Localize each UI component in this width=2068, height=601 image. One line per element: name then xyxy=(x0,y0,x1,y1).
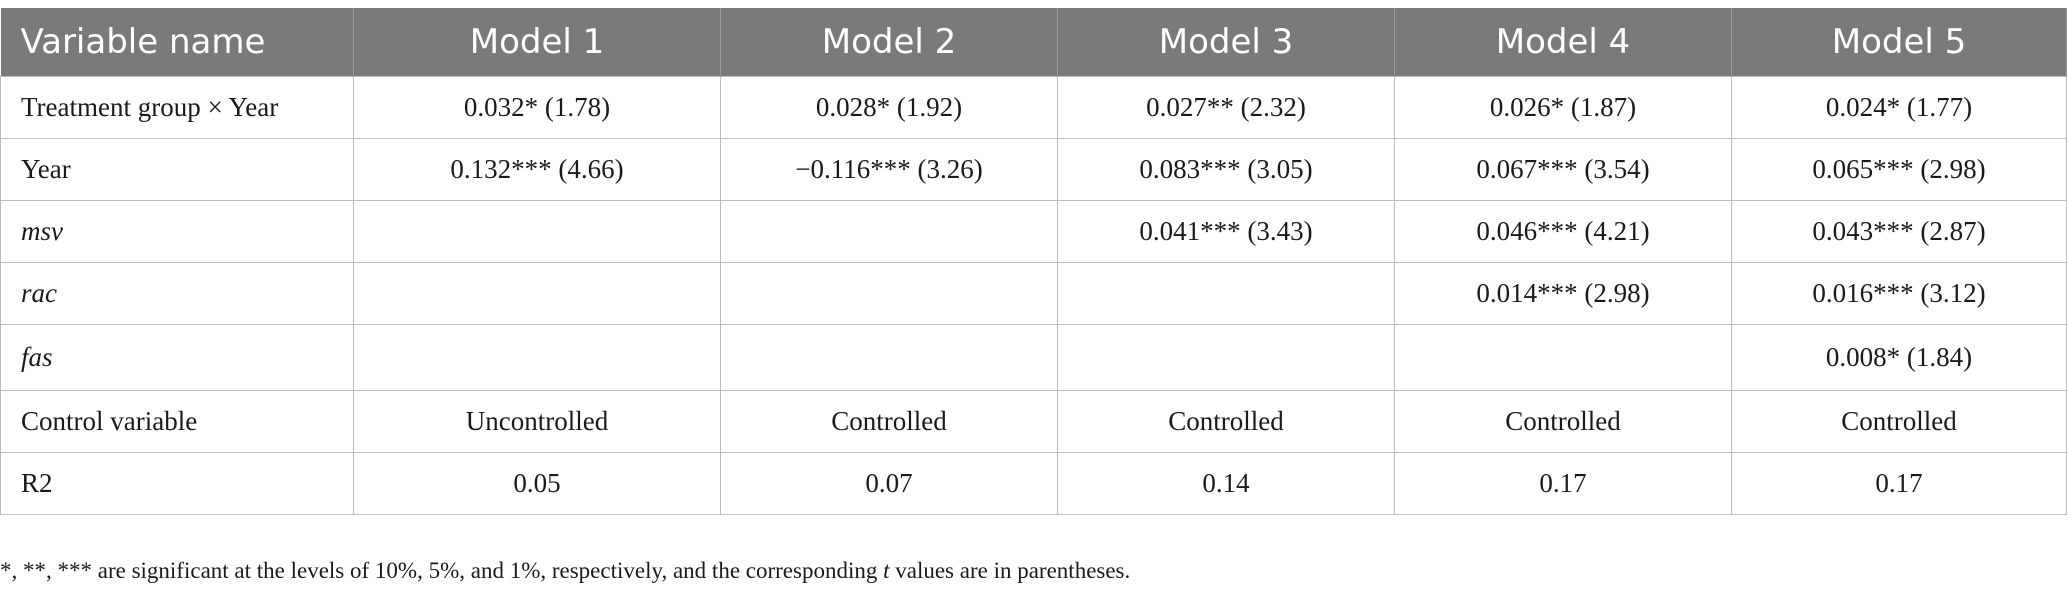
table-cell: 0.026* (1.87) xyxy=(1394,75,1732,139)
table-cell xyxy=(1057,323,1395,391)
header-model-5: Model 5 xyxy=(1731,8,2067,76)
table-header: Variable name Model 1 Model 2 Model 3 Mo… xyxy=(0,8,2067,76)
table-cell: 0.17 xyxy=(1394,451,1732,515)
table-cell xyxy=(720,261,1058,325)
row-label: R2 xyxy=(0,451,354,515)
table-cell xyxy=(353,261,721,325)
table-cell: Uncontrolled xyxy=(353,389,721,453)
table-row: Treatment group × Year 0.032* (1.78) 0.0… xyxy=(0,75,2067,139)
table-cell: 0.046*** (4.21) xyxy=(1394,199,1732,263)
table-cell xyxy=(353,199,721,263)
row-label: rac xyxy=(0,261,354,325)
table-cell xyxy=(1394,323,1732,391)
table-cell: Controlled xyxy=(1731,389,2067,453)
regression-table-container: Variable name Model 1 Model 2 Model 3 Mo… xyxy=(0,8,2067,515)
table-row: R2 0.05 0.07 0.14 0.17 0.17 xyxy=(0,451,2067,515)
table-row: rac 0.014*** (2.98) 0.016*** (3.12) xyxy=(0,261,2067,325)
table-cell: 0.024* (1.77) xyxy=(1731,75,2067,139)
table-cell: 0.132*** (4.66) xyxy=(353,137,721,201)
table-cell xyxy=(353,323,721,391)
header-variable-name: Variable name xyxy=(0,8,354,76)
table-row: fas 0.008* (1.84) xyxy=(0,323,2067,391)
table-cell: 0.041*** (3.43) xyxy=(1057,199,1395,263)
table-cell: 0.17 xyxy=(1731,451,2067,515)
footnote-text-start: *, **, *** are significant at the levels… xyxy=(0,558,884,583)
table-cell xyxy=(720,323,1058,391)
header-model-2: Model 2 xyxy=(720,8,1058,76)
table-cell: −0.116*** (3.26) xyxy=(720,137,1058,201)
regression-table: Variable name Model 1 Model 2 Model 3 Mo… xyxy=(0,8,2067,515)
table-row: msv 0.041*** (3.43) 0.046*** (4.21) 0.04… xyxy=(0,199,2067,263)
footnote-t-symbol: t xyxy=(883,558,890,583)
table-cell: 0.05 xyxy=(353,451,721,515)
row-label: Year xyxy=(0,137,354,201)
row-label: fas xyxy=(0,323,354,391)
table-cell: 0.016*** (3.12) xyxy=(1731,261,2067,325)
table-cell: 0.014*** (2.98) xyxy=(1394,261,1732,325)
table-cell: Controlled xyxy=(1057,389,1395,453)
table-cell: 0.067*** (3.54) xyxy=(1394,137,1732,201)
table-cell: 0.027** (2.32) xyxy=(1057,75,1395,139)
header-model-4: Model 4 xyxy=(1394,8,1732,76)
footnote-text-end: values are in parentheses. xyxy=(889,558,1131,583)
table-cell: 0.083*** (3.05) xyxy=(1057,137,1395,201)
header-model-3: Model 3 xyxy=(1057,8,1395,76)
header-model-1: Model 1 xyxy=(353,8,721,76)
table-cell: 0.028* (1.92) xyxy=(720,75,1058,139)
table-cell: 0.043*** (2.87) xyxy=(1731,199,2067,263)
table-row: Year 0.132*** (4.66) −0.116*** (3.26) 0.… xyxy=(0,137,2067,201)
table-cell xyxy=(720,199,1058,263)
table-cell: Controlled xyxy=(1394,389,1732,453)
table-row: Control variable Uncontrolled Controlled… xyxy=(0,389,2067,453)
table-cell: 0.032* (1.78) xyxy=(353,75,721,139)
table-body: Treatment group × Year 0.032* (1.78) 0.0… xyxy=(0,75,2067,515)
table-footnote: *, **, *** are significant at the levels… xyxy=(0,558,1130,584)
table-cell: 0.008* (1.84) xyxy=(1731,323,2067,391)
table-cell: Controlled xyxy=(720,389,1058,453)
table-cell xyxy=(1057,261,1395,325)
row-label: Control variable xyxy=(0,389,354,453)
header-row: Variable name Model 1 Model 2 Model 3 Mo… xyxy=(0,8,2067,76)
row-label: msv xyxy=(0,199,354,263)
table-cell: 0.065*** (2.98) xyxy=(1731,137,2067,201)
table-cell: 0.07 xyxy=(720,451,1058,515)
table-cell: 0.14 xyxy=(1057,451,1395,515)
row-label: Treatment group × Year xyxy=(0,75,354,139)
